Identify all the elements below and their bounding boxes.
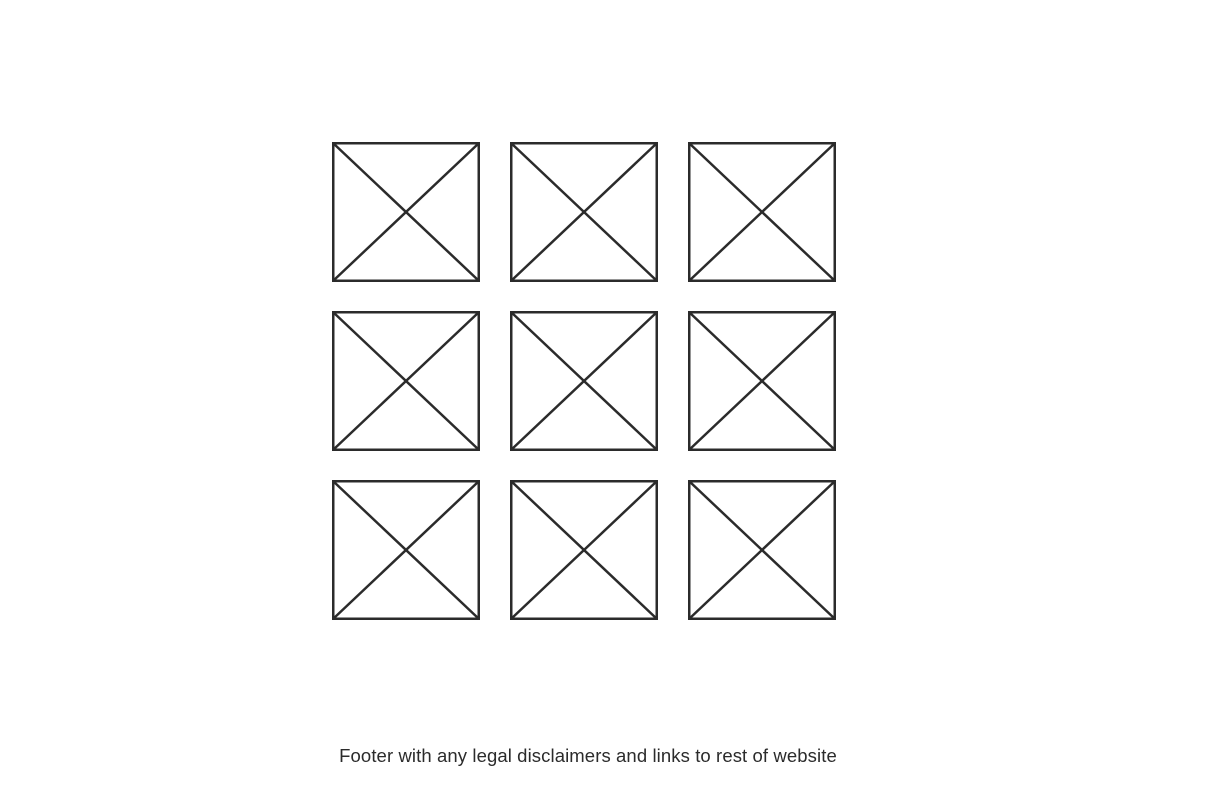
image-placeholder-6[interactable]: [688, 311, 836, 451]
footer-text: Footer with any legal disclaimers and li…: [339, 745, 837, 766]
image-placeholder-5[interactable]: [510, 311, 658, 451]
image-placeholder-1[interactable]: [332, 142, 480, 282]
image-placeholder-3[interactable]: [688, 142, 836, 282]
image-placeholder-icon: [332, 311, 480, 451]
image-placeholder-icon: [688, 480, 836, 620]
image-placeholder-9[interactable]: [688, 480, 836, 620]
image-placeholder-icon: [332, 480, 480, 620]
image-placeholder-icon: [332, 142, 480, 282]
image-placeholder-icon: [510, 480, 658, 620]
image-placeholder-7[interactable]: [332, 480, 480, 620]
image-placeholder-icon: [688, 142, 836, 282]
image-placeholder-2[interactable]: [510, 142, 658, 282]
image-placeholder-icon: [510, 142, 658, 282]
image-placeholder-icon: [510, 311, 658, 451]
image-placeholder-icon: [688, 311, 836, 451]
image-placeholder-8[interactable]: [510, 480, 658, 620]
image-placeholder-4[interactable]: [332, 311, 480, 451]
image-gallery-grid: [332, 142, 836, 620]
